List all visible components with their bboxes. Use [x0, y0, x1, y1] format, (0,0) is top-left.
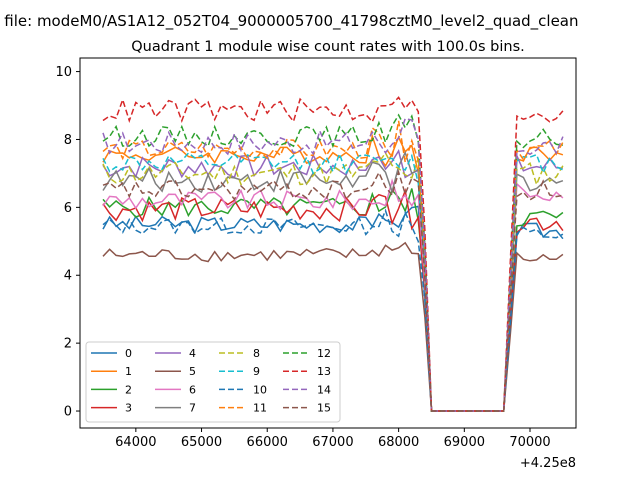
y-tick-label: 6: [64, 201, 72, 216]
legend-label: 7: [189, 402, 196, 415]
legend-label: 4: [189, 347, 196, 360]
legend-label: 10: [253, 383, 267, 396]
y-tick-label: 2: [64, 337, 72, 352]
legend-label: 5: [189, 365, 196, 378]
y-tick-label: 0: [64, 405, 72, 420]
x-tick-label: 68000: [378, 435, 419, 450]
series-line-15: [102, 169, 564, 412]
legend-label: 9: [253, 365, 260, 378]
legend-label: 2: [125, 383, 132, 396]
y-tick-label: 8: [64, 133, 72, 148]
series-line-13: [102, 96, 564, 412]
legend-label: 3: [125, 402, 132, 415]
x-tick-label: 64000: [115, 435, 156, 450]
x-tick-label: 70000: [509, 435, 550, 450]
legend-box: [85, 341, 341, 423]
legend-label: 14: [317, 383, 331, 396]
x-tick-label: 69000: [444, 435, 485, 450]
legend-label: 13: [317, 365, 331, 378]
plot-area: [102, 96, 564, 412]
legend-label: 12: [317, 347, 331, 360]
legend-label: 8: [253, 347, 260, 360]
legend-label: 0: [125, 347, 132, 360]
axes-frame: [79, 57, 577, 429]
series-line-8: [102, 151, 564, 412]
figure-suptitle: n file: modeM0/AS1A12_052T04_9000005700_…: [0, 12, 579, 31]
legend-label: 15: [317, 402, 331, 415]
y-tick-label: 10: [55, 65, 72, 80]
x-tick-label: 65000: [181, 435, 222, 450]
x-offset-label: +4.25e8: [520, 456, 576, 471]
x-tick-label: 66000: [247, 435, 288, 450]
axis-ticks: 64000 65000 66000 67000 68000 69000 70000 0 2 4 6 8…: [55, 65, 550, 450]
y-tick-label: 4: [64, 269, 72, 284]
chart-title: Quadrant 1 module wise count rates with …: [131, 39, 525, 55]
legend-label: 1: [125, 365, 132, 378]
x-tick-label: 67000: [312, 435, 353, 450]
legend-label: 11: [253, 402, 267, 415]
legend-label: 6: [189, 383, 196, 396]
